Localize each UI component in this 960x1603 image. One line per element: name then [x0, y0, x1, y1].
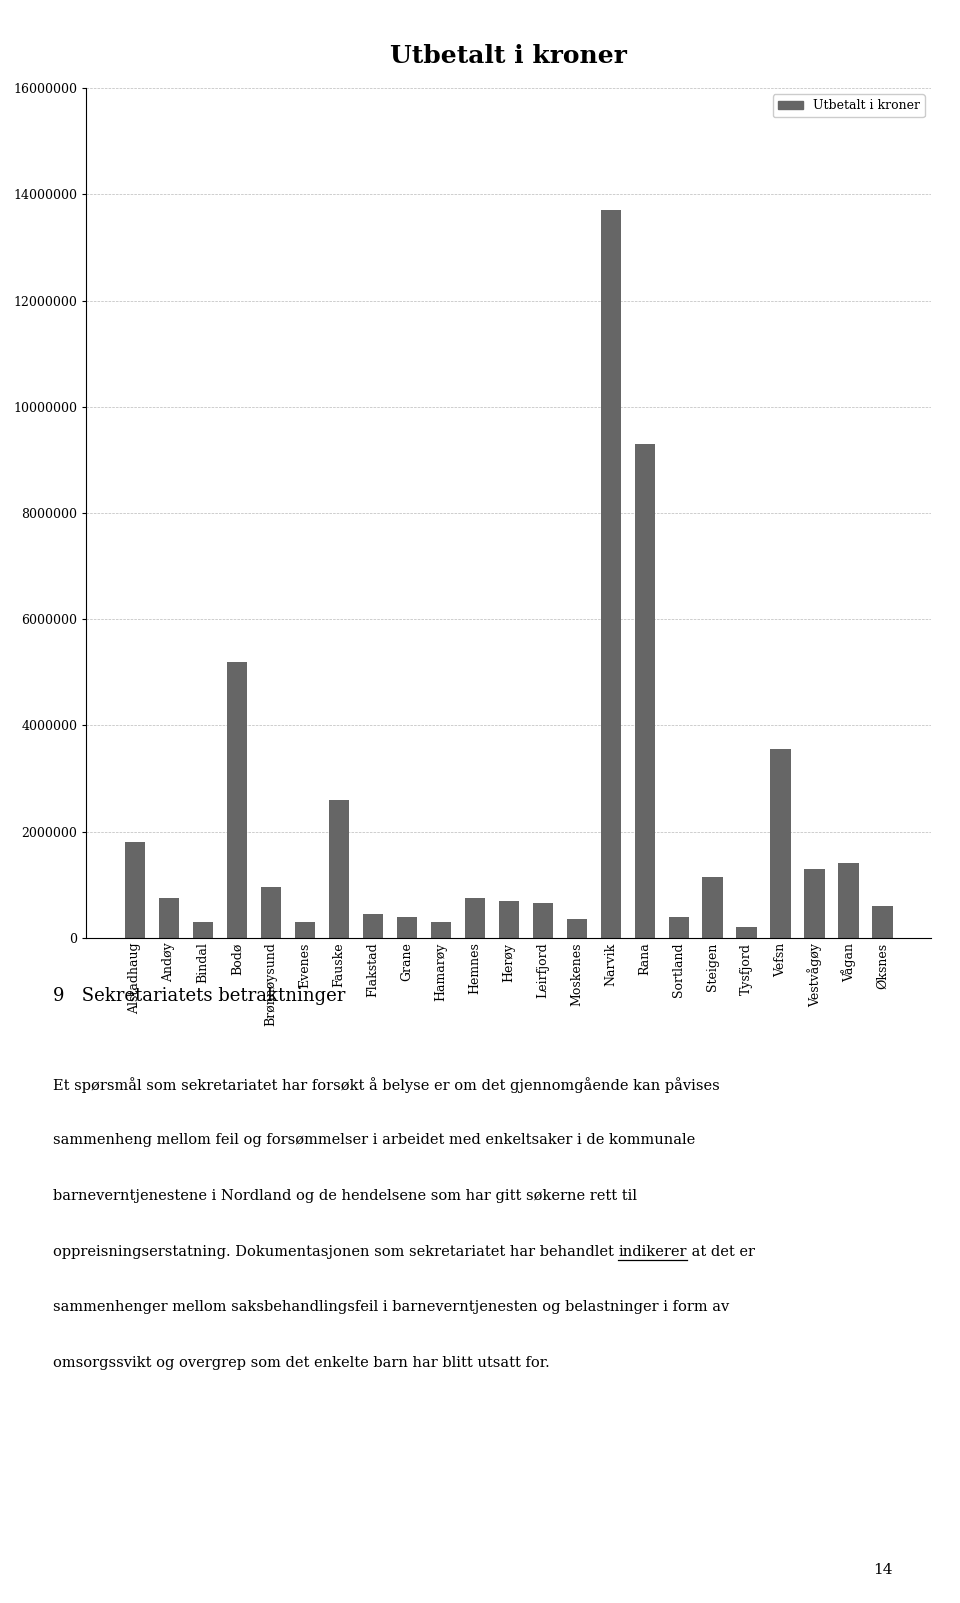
Bar [125, 842, 145, 938]
Bar [396, 917, 417, 938]
Bar [533, 902, 553, 938]
Bar [838, 864, 859, 938]
Legend: Utbetalt i kroner: Utbetalt i kroner [773, 95, 924, 117]
Text: oppreisningserstatning. Dokumentasjonen som sekretariatet har behandlet: oppreisningserstatning. Dokumentasjonen … [53, 1244, 618, 1258]
Text: indikerer: indikerer [618, 1244, 686, 1258]
Text: sammenheng mellom feil og forsømmelser i arbeidet med enkeltsaker i de kommunale: sammenheng mellom feil og forsømmelser i… [53, 1133, 695, 1148]
Bar [227, 662, 247, 938]
Bar [703, 877, 723, 938]
Title: Utbetalt i kroner: Utbetalt i kroner [391, 45, 627, 69]
Bar [771, 749, 791, 938]
Text: sammenhenger mellom saksbehandlingsfeil i barneverntjenesten og belastninger i f: sammenhenger mellom saksbehandlingsfeil … [53, 1300, 729, 1314]
Bar [498, 901, 519, 938]
Text: omsorgssvikt og overgrep som det enkelte barn har blitt utsatt for.: omsorgssvikt og overgrep som det enkelte… [53, 1356, 549, 1371]
Bar [431, 922, 451, 938]
Bar [328, 800, 349, 938]
Bar [566, 919, 587, 938]
Bar [193, 922, 213, 938]
Text: 9   Sekretariatets betraktninger: 9 Sekretariatets betraktninger [53, 987, 346, 1005]
Bar [261, 888, 281, 938]
Bar [601, 210, 621, 938]
Text: at det er: at det er [686, 1244, 755, 1258]
Text: Et spørsmål som sekretariatet har forsøkt å belyse er om det gjennomgående kan p: Et spørsmål som sekretariatet har forsøk… [53, 1077, 720, 1093]
Bar [804, 869, 825, 938]
Bar [158, 898, 180, 938]
Text: 14: 14 [874, 1563, 893, 1577]
Bar [668, 917, 689, 938]
Text: barneverntjenestene i Nordland og de hendelsene som har gitt søkerne rett til: barneverntjenestene i Nordland og de hen… [53, 1189, 636, 1202]
Bar [363, 914, 383, 938]
Bar [873, 906, 893, 938]
Bar [635, 444, 655, 938]
Bar [736, 927, 756, 938]
Bar [465, 898, 485, 938]
Bar [295, 922, 315, 938]
